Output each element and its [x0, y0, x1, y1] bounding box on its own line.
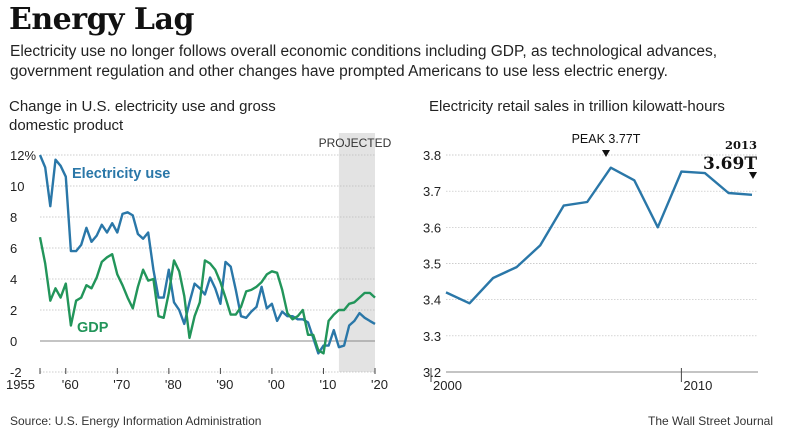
y-tick-label: 10 [10, 179, 24, 194]
x-tick-label: 2010 [683, 378, 712, 393]
right-chart: 3.2 3.3 3.4 3.5 3.6 3.7 3.8 2000 2010 PEAK 3.77… [423, 132, 758, 393]
page-title: Energy Lag [9, 2, 194, 37]
end-value-annotation: 3.69T [703, 154, 757, 174]
y-tick-label: 3.4 [423, 293, 441, 308]
peak-annotation: PEAK 3.77T [572, 132, 641, 146]
x-tick-label: '20 [371, 377, 388, 392]
left-y-ticks: -2 0 2 4 6 8 10 12% [10, 148, 36, 380]
y-tick-label: 12% [10, 148, 36, 163]
left-x-ticks: 1955 '60 '70 '80 '90 '00 '10 '20 [6, 368, 388, 392]
electricity-use-label: Electricity use [72, 166, 170, 182]
y-tick-label: 3.6 [423, 220, 441, 235]
y-tick-label: 3.2 [423, 365, 441, 380]
end-marker-icon [749, 172, 757, 179]
gdp-line [38, 236, 376, 355]
right-x-ticks: 2000 2010 [430, 368, 712, 393]
y-tick-label: 6 [10, 241, 17, 256]
y-tick-label: 3.5 [423, 257, 441, 272]
x-tick-label: '90 [216, 377, 233, 392]
y-tick-label: 4 [10, 272, 17, 287]
page-subtitle: Electricity use no longer follows overal… [10, 43, 718, 80]
right-y-ticks: 3.2 3.3 3.4 3.5 3.6 3.7 3.8 [423, 148, 441, 380]
x-tick-label: '70 [113, 377, 130, 392]
y-tick-label: 8 [10, 210, 17, 225]
y-tick-label: 0 [10, 334, 17, 349]
projected-label: PROJECTED [319, 136, 392, 150]
y-tick-label: 3.8 [423, 148, 441, 163]
projected-band [338, 133, 375, 372]
x-tick-label: '00 [268, 377, 285, 392]
publisher-credit: The Wall Street Journal [648, 414, 773, 428]
retail-sales-line [445, 166, 753, 305]
y-tick-label: 2 [10, 303, 17, 318]
left-chart-title: Change in U.S. electricity use and gross… [9, 98, 276, 134]
x-tick-label: '80 [165, 377, 182, 392]
peak-marker-icon [602, 150, 610, 157]
right-chart-title: Electricity retail sales in trillion kil… [429, 98, 725, 115]
y-tick-label: -2 [10, 365, 22, 380]
left-gridlines [40, 154, 375, 373]
y-tick-label: 3.7 [423, 184, 441, 199]
source-note: Source: U.S. Energy Information Administ… [10, 414, 262, 428]
end-year-annotation: 2013 [725, 138, 757, 152]
x-tick-label: 2000 [433, 378, 462, 393]
left-chart: PROJECTED -2 0 2 4 6 8 10 12% 1955 '60 '70 '80 '90 '… [6, 133, 392, 392]
gdp-label: GDP [77, 320, 109, 336]
y-tick-label: 3.3 [423, 329, 441, 344]
x-tick-label: '10 [319, 377, 336, 392]
x-tick-label: 1955 [6, 377, 35, 392]
x-tick-label: '60 [62, 377, 79, 392]
right-gridlines [446, 154, 758, 373]
